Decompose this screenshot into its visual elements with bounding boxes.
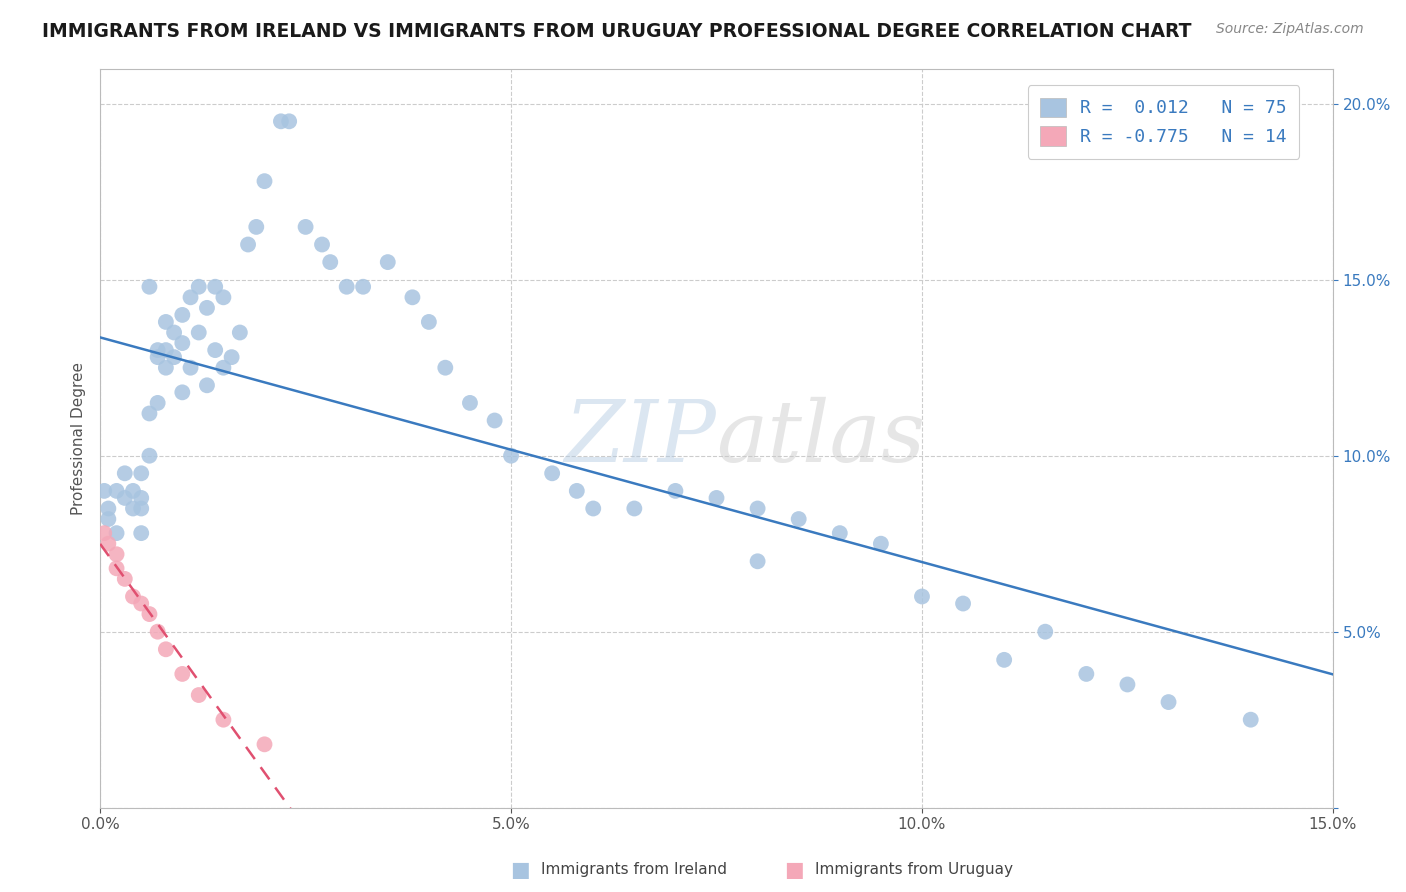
Point	[336, 279, 359, 293]
Point	[229, 326, 252, 340]
Point	[993, 653, 1015, 667]
Point	[172, 308, 194, 322]
Point	[664, 483, 686, 498]
Point	[787, 512, 810, 526]
Point	[172, 385, 194, 400]
Point	[129, 501, 152, 516]
Point	[93, 526, 115, 541]
Point	[245, 219, 267, 234]
Point	[187, 279, 209, 293]
Point	[155, 642, 177, 657]
Text: atlas: atlas	[717, 397, 925, 479]
Point	[129, 597, 152, 611]
Point	[212, 360, 235, 375]
Point	[122, 590, 145, 604]
Point	[138, 607, 160, 621]
Point	[163, 350, 186, 364]
Point	[212, 290, 235, 304]
Point	[623, 501, 645, 516]
Point	[204, 279, 226, 293]
Point	[97, 537, 120, 551]
Point	[155, 315, 177, 329]
Point	[138, 279, 160, 293]
Point	[1157, 695, 1180, 709]
Point	[236, 237, 259, 252]
Legend: R =  0.012   N = 75, R = -0.775   N = 14: R = 0.012 N = 75, R = -0.775 N = 14	[1028, 85, 1299, 159]
Point	[146, 350, 169, 364]
Point	[377, 255, 399, 269]
Point	[97, 501, 120, 516]
Point	[870, 537, 893, 551]
Point	[129, 526, 152, 541]
Point	[138, 407, 160, 421]
Point	[93, 483, 115, 498]
Point	[1240, 713, 1263, 727]
Point	[434, 360, 457, 375]
Point	[706, 491, 728, 505]
Point	[105, 561, 128, 575]
Point	[582, 501, 605, 516]
Point	[122, 501, 145, 516]
Text: Immigrants from Ireland: Immigrants from Ireland	[541, 863, 727, 877]
Point	[114, 491, 136, 505]
Point	[1116, 677, 1139, 691]
Point	[541, 467, 564, 481]
Text: ZIP: ZIP	[565, 397, 717, 479]
Point	[1033, 624, 1056, 639]
Y-axis label: Professional Degree: Professional Degree	[72, 361, 86, 515]
Point	[253, 174, 276, 188]
Point	[828, 526, 851, 541]
Point	[319, 255, 342, 269]
Text: ■: ■	[510, 860, 530, 880]
Point	[146, 624, 169, 639]
Text: IMMIGRANTS FROM IRELAND VS IMMIGRANTS FROM URUGUAY PROFESSIONAL DEGREE CORRELATI: IMMIGRANTS FROM IRELAND VS IMMIGRANTS FR…	[42, 22, 1192, 41]
Point	[204, 343, 226, 357]
Point	[105, 483, 128, 498]
Point	[911, 590, 934, 604]
Point	[352, 279, 374, 293]
Point	[253, 737, 276, 751]
Point	[270, 114, 292, 128]
Point	[155, 360, 177, 375]
Point	[97, 512, 120, 526]
Point	[499, 449, 522, 463]
Point	[212, 713, 235, 727]
Text: Immigrants from Uruguay: Immigrants from Uruguay	[815, 863, 1014, 877]
Point	[180, 290, 202, 304]
Point	[278, 114, 301, 128]
Point	[195, 301, 218, 315]
Point	[146, 396, 169, 410]
Point	[163, 326, 186, 340]
Point	[195, 378, 218, 392]
Point	[114, 572, 136, 586]
Point	[747, 501, 769, 516]
Point	[484, 413, 506, 427]
Point	[187, 326, 209, 340]
Point	[180, 360, 202, 375]
Text: ■: ■	[785, 860, 804, 880]
Point	[952, 597, 974, 611]
Point	[138, 449, 160, 463]
Point	[155, 343, 177, 357]
Point	[747, 554, 769, 568]
Point	[221, 350, 243, 364]
Point	[294, 219, 316, 234]
Point	[122, 483, 145, 498]
Point	[1076, 667, 1098, 681]
Point	[311, 237, 333, 252]
Point	[129, 467, 152, 481]
Point	[401, 290, 423, 304]
Point	[418, 315, 440, 329]
Point	[172, 336, 194, 351]
Point	[129, 491, 152, 505]
Point	[458, 396, 481, 410]
Point	[172, 667, 194, 681]
Point	[105, 547, 128, 561]
Point	[187, 688, 209, 702]
Point	[565, 483, 588, 498]
Point	[114, 467, 136, 481]
Text: Source: ZipAtlas.com: Source: ZipAtlas.com	[1216, 22, 1364, 37]
Point	[146, 343, 169, 357]
Point	[105, 526, 128, 541]
